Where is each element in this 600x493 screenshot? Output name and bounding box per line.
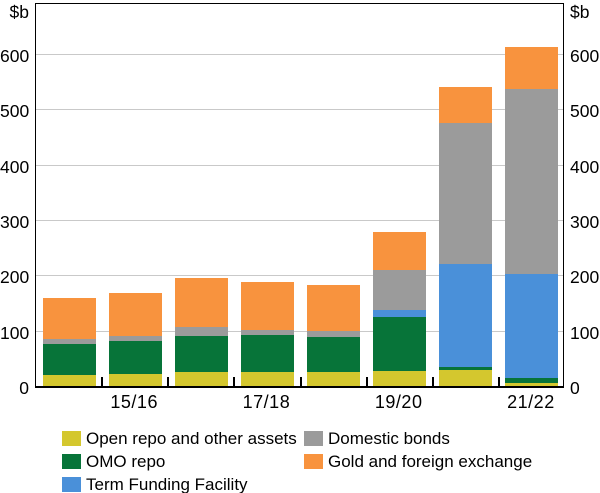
legend-item: Open repo and other assets: [62, 427, 297, 450]
bar-segment-gold-and-foreign-exchange: [108, 293, 162, 336]
xtick-label-17-18: 17/18: [242, 392, 291, 412]
bar-segment-omo-repo: [174, 336, 228, 373]
legend-item: Domestic bonds: [304, 427, 532, 450]
left-ytick-label-200: 200: [0, 267, 30, 288]
x-axis-tick: [101, 377, 104, 386]
bar-segment-open-repo-and-other-assets: [42, 374, 96, 386]
xtick-label-15-16: 15/16: [110, 392, 158, 412]
bar-segment-domestic-bonds: [439, 123, 493, 265]
bar-segment-gold-and-foreign-exchange: [240, 282, 294, 330]
bar-segment-gold-and-foreign-exchange: [42, 297, 96, 339]
left-ytick-label-100: 100: [0, 322, 30, 343]
bar-segment-open-repo-and-other-assets: [108, 373, 162, 386]
bar-segment-open-repo-and-other-assets: [307, 371, 361, 386]
left-axis-unit-label: $b: [9, 2, 29, 22]
legend-label: Term Funding Facility: [86, 474, 248, 493]
bar-15-16: [108, 293, 162, 386]
bar-segment-omo-repo: [307, 336, 361, 372]
x-axis-tick: [431, 377, 434, 386]
bar-segment-term-funding-facility: [505, 274, 559, 379]
legend-column-2: Domestic bonds Gold and foreign exchange: [304, 427, 532, 473]
bar-segment-omo-repo: [373, 317, 427, 372]
legend-item: Gold and foreign exchange: [304, 450, 532, 473]
bar-14-15: [42, 297, 96, 386]
bar-segment-domestic-bonds: [505, 88, 559, 275]
legend-item: OMO repo: [62, 450, 297, 473]
xtick-label-21-22: 21/22: [507, 392, 555, 412]
gridline-100: [36, 330, 563, 332]
legend-swatch-icon: [62, 477, 81, 492]
x-axis-tick: [233, 377, 236, 386]
bar-segment-open-repo-and-other-assets: [439, 369, 493, 386]
right-ytick-label-600: 600: [570, 46, 600, 67]
left-ytick-label-0: 0: [19, 378, 29, 398]
bar-segment-omo-repo: [505, 378, 559, 383]
right-ytick-label-500: 500: [570, 101, 600, 122]
bar-16-17: [174, 278, 228, 386]
bar-segment-gold-and-foreign-exchange: [439, 87, 493, 124]
right-ytick-label-0: 0: [570, 378, 580, 398]
xtick-label-19-20: 19/20: [374, 392, 423, 412]
right-axis-unit-label: $b: [570, 2, 590, 22]
bar-segment-omo-repo: [108, 340, 162, 374]
bar-segment-gold-and-foreign-exchange: [505, 47, 559, 89]
right-ytick-label-400: 400: [570, 156, 600, 177]
gridline-400: [36, 164, 563, 166]
bar-segment-open-repo-and-other-assets: [240, 372, 294, 386]
legend-swatch-icon: [304, 454, 323, 469]
gridline-500: [36, 109, 563, 111]
bar-segment-term-funding-facility: [439, 264, 493, 367]
bar-segment-term-funding-facility: [373, 309, 427, 318]
legend-swatch-icon: [62, 454, 81, 469]
x-axis-tick: [365, 377, 368, 386]
gridline-600: [36, 54, 563, 56]
right-ytick-label-100: 100: [570, 322, 600, 343]
bar-20-21: [439, 87, 493, 386]
x-axis-tick: [167, 377, 170, 386]
bar-18-19: [307, 285, 361, 386]
legend-label: Gold and foreign exchange: [328, 451, 533, 471]
left-ytick-label-400: 400: [0, 156, 30, 177]
legend-label: Domestic bonds: [328, 428, 450, 448]
bar-segment-omo-repo: [439, 366, 493, 370]
right-ytick-label-300: 300: [570, 212, 600, 233]
bar-segment-domestic-bonds: [42, 339, 96, 344]
legend-swatch-icon: [304, 431, 323, 446]
x-axis-tick: [497, 377, 500, 386]
right-ytick-label-200: 200: [570, 267, 600, 288]
plot-area: [35, 3, 564, 388]
bar-segment-gold-and-foreign-exchange: [174, 278, 228, 328]
bar-segment-omo-repo: [42, 343, 96, 375]
left-ytick-label-600: 600: [0, 46, 30, 67]
bar-segment-domestic-bonds: [108, 335, 162, 341]
legend-swatch-icon: [62, 431, 81, 446]
left-ytick-label-500: 500: [0, 101, 30, 122]
bar-segment-open-repo-and-other-assets: [373, 371, 427, 386]
bar-segment-omo-repo: [240, 334, 294, 373]
bar-segment-domestic-bonds: [240, 329, 294, 335]
bar-19-20: [373, 232, 427, 386]
gridline-200: [36, 275, 563, 277]
bar-segment-open-repo-and-other-assets: [505, 382, 559, 386]
bar-21-22: [505, 47, 559, 386]
bar-segment-domestic-bonds: [307, 331, 361, 337]
bar-segment-gold-and-foreign-exchange: [373, 232, 427, 270]
bar-segment-gold-and-foreign-exchange: [307, 285, 361, 332]
legend-item: Term Funding Facility: [62, 473, 297, 493]
legend-column-1: Open repo and other assets OMO repo Term F…: [62, 427, 297, 493]
legend-label: OMO repo: [86, 451, 166, 471]
bar-segment-domestic-bonds: [174, 327, 228, 337]
legend-label: Open repo and other assets: [86, 428, 297, 448]
gridline-300: [36, 220, 563, 222]
left-ytick-label-300: 300: [0, 212, 30, 233]
x-axis-tick: [299, 377, 302, 386]
bar-17-18: [240, 282, 294, 386]
bar-segment-open-repo-and-other-assets: [174, 372, 228, 386]
bar-segment-domestic-bonds: [373, 269, 427, 310]
